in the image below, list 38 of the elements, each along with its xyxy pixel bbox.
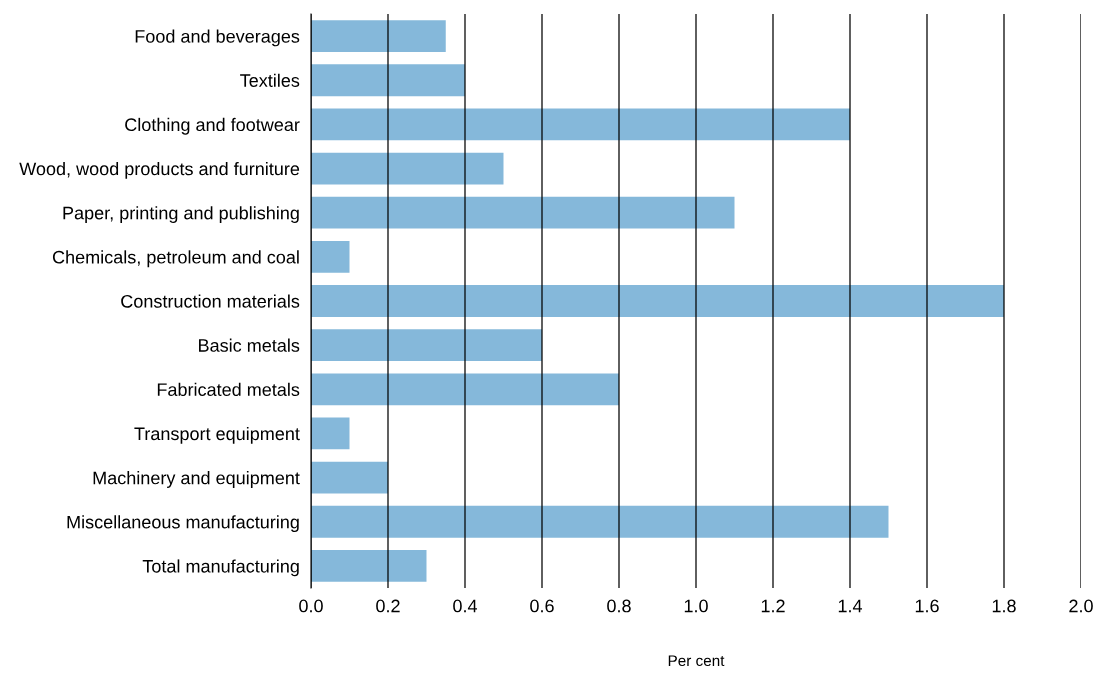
y-tick-label: Fabricated metals — [157, 382, 300, 397]
y-tick-label: Basic metals — [199, 338, 300, 352]
bar — [311, 550, 427, 582]
y-tick-label: Paper, printing and publishing — [63, 206, 299, 223]
x-tick-label: 0.6 — [530, 599, 554, 613]
x-tick-label: 0.8 — [607, 599, 631, 613]
y-tick-label: Clothing and footwear — [125, 117, 300, 135]
x-tick-label: 0.4 — [453, 599, 478, 613]
bar — [311, 505, 889, 538]
bar — [311, 152, 504, 185]
y-tick-label: Textiles — [240, 73, 300, 87]
bar — [311, 329, 542, 362]
x-tick-label: 1.2 — [761, 599, 785, 613]
x-tick-label: 0.0 — [299, 599, 323, 613]
x-axis-title: Per cent — [668, 655, 725, 667]
bar — [311, 64, 465, 97]
x-tick-label: 2.0 — [1069, 599, 1093, 613]
x-tick-label: 1.0 — [684, 599, 708, 613]
x-tick-label: 0.2 — [376, 599, 400, 613]
bar — [311, 196, 735, 229]
x-tick-label: 1.8 — [992, 599, 1016, 613]
y-tick-label: Machinery and equipment — [93, 471, 300, 488]
y-tick-label: Transport equipment — [134, 426, 300, 444]
bar — [311, 417, 350, 450]
x-tick-label: 1.4 — [838, 599, 863, 613]
y-tick-label: Construction materials — [121, 294, 300, 308]
y-tick-label: Miscellaneous manufacturing — [67, 515, 299, 533]
bar — [311, 20, 446, 52]
y-tick-label: Chemicals, petroleum and coal — [52, 250, 299, 268]
x-tick-label: 1.6 — [915, 599, 939, 613]
bar — [311, 461, 388, 494]
bar — [311, 108, 850, 141]
bar — [311, 285, 1004, 317]
bar — [311, 373, 619, 406]
y-tick-label: Total manufacturing — [142, 559, 299, 577]
y-tick-label: Food and beverages — [135, 29, 300, 47]
bar — [311, 240, 350, 273]
y-tick-label: Wood, wood products and furniture — [19, 162, 300, 179]
